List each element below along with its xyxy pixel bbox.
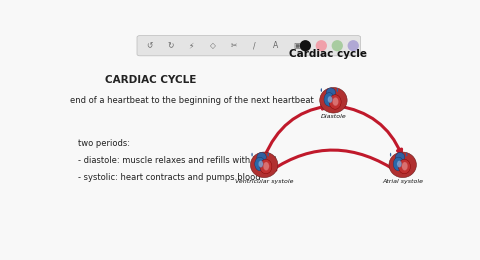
Ellipse shape <box>348 40 359 51</box>
Text: end of a heartbeat to the beginning of the next heartbeat: end of a heartbeat to the beginning of t… <box>71 96 314 105</box>
Text: CARDIAC CYCLE: CARDIAC CYCLE <box>106 75 197 85</box>
Ellipse shape <box>258 161 263 167</box>
Ellipse shape <box>255 157 265 171</box>
Ellipse shape <box>257 153 266 162</box>
Ellipse shape <box>329 95 341 109</box>
Text: - systolic: heart contracts and pumps blood: - systolic: heart contracts and pumps bl… <box>78 173 261 182</box>
Text: ▣: ▣ <box>293 41 300 50</box>
Text: Diastole: Diastole <box>321 114 346 119</box>
FancyArrowPatch shape <box>337 106 402 154</box>
Text: - diastole: muscle relaxes and refills with blood: - diastole: muscle relaxes and refills w… <box>78 156 276 165</box>
Ellipse shape <box>260 159 272 174</box>
Ellipse shape <box>300 40 311 51</box>
Ellipse shape <box>332 40 343 51</box>
Text: two periods:: two periods: <box>78 139 130 148</box>
FancyArrowPatch shape <box>271 150 399 173</box>
Text: A: A <box>273 41 278 50</box>
Text: Atrial systole: Atrial systole <box>382 179 423 184</box>
Ellipse shape <box>390 153 391 157</box>
Text: /: / <box>253 41 256 50</box>
FancyArrowPatch shape <box>264 105 326 157</box>
Ellipse shape <box>402 162 408 171</box>
Ellipse shape <box>252 153 253 157</box>
Ellipse shape <box>333 98 338 106</box>
Ellipse shape <box>320 88 347 113</box>
Ellipse shape <box>324 93 334 106</box>
Ellipse shape <box>393 157 404 171</box>
Text: Ventricular systole: Ventricular systole <box>235 179 293 184</box>
Ellipse shape <box>406 153 408 157</box>
Ellipse shape <box>251 152 278 178</box>
Text: Cardiac cycle: Cardiac cycle <box>289 49 367 59</box>
Ellipse shape <box>263 162 269 171</box>
Text: ↻: ↻ <box>167 41 174 50</box>
Ellipse shape <box>389 152 416 178</box>
Ellipse shape <box>398 159 410 174</box>
Ellipse shape <box>327 96 332 103</box>
Text: ⚡: ⚡ <box>189 41 194 50</box>
Text: ↺: ↺ <box>146 41 153 50</box>
Text: ✂: ✂ <box>230 41 237 50</box>
Ellipse shape <box>326 88 336 97</box>
Text: ◇: ◇ <box>209 41 216 50</box>
Ellipse shape <box>316 40 327 51</box>
Ellipse shape <box>329 88 330 92</box>
Ellipse shape <box>397 161 402 167</box>
Ellipse shape <box>321 88 322 92</box>
FancyBboxPatch shape <box>137 36 360 56</box>
Ellipse shape <box>396 153 405 162</box>
Ellipse shape <box>398 153 399 157</box>
Ellipse shape <box>260 153 261 157</box>
Ellipse shape <box>267 153 269 157</box>
Ellipse shape <box>337 88 338 92</box>
